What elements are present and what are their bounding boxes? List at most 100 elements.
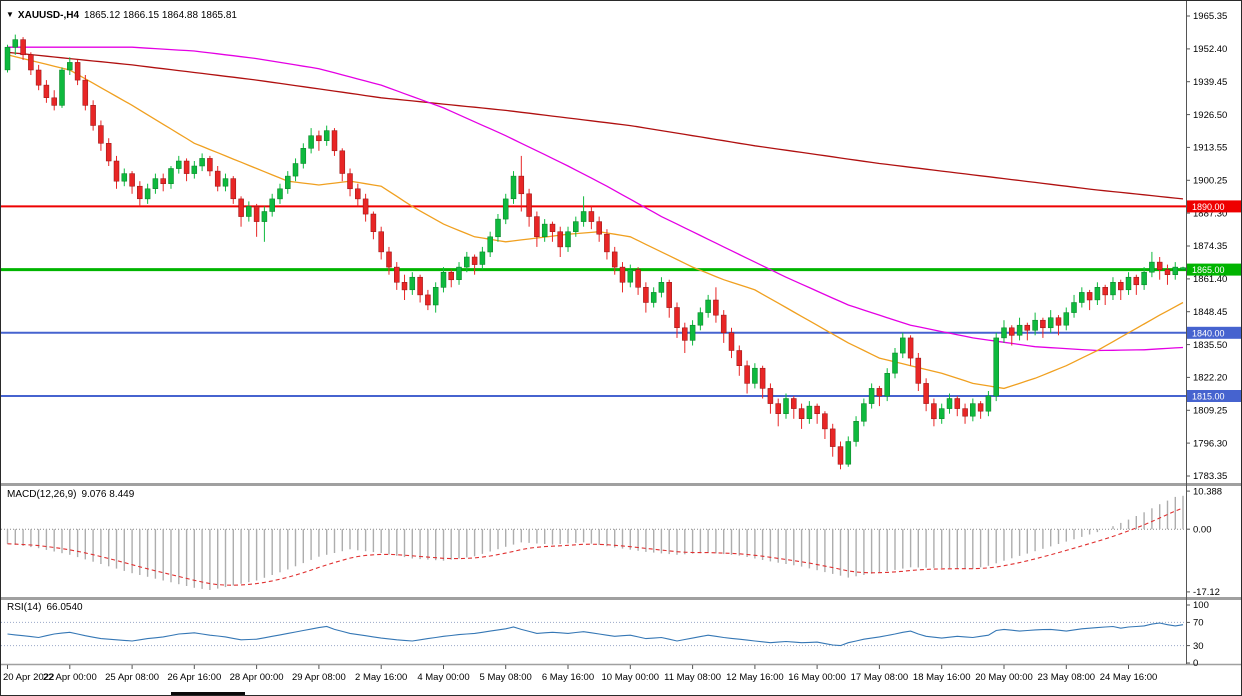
candle (1118, 279, 1124, 300)
macd-name: MACD(12,26,9) (7, 489, 77, 500)
candle (113, 155, 120, 189)
rsi-name: RSI(14) (7, 602, 42, 613)
candle (767, 383, 774, 414)
price-level-lines[interactable] (1, 205, 1186, 397)
candle (1164, 264, 1171, 285)
macd-signal-line (7, 507, 1184, 586)
panel-separators[interactable] (1, 483, 1242, 666)
time-axis-label: 4 May 00:00 (417, 672, 469, 683)
price-axis-label: 1809.25 (1193, 406, 1227, 417)
candle (90, 100, 96, 131)
moving-averages (7, 46, 1184, 390)
candle (931, 398, 937, 427)
candle (573, 216, 579, 237)
time-axis-label: 16 May 00:00 (788, 672, 846, 683)
candle (892, 348, 898, 379)
candle (495, 214, 501, 242)
candle (362, 193, 369, 222)
rsi-axis-label: 70 (1193, 618, 1204, 629)
price-axis-label: 1900.25 (1193, 176, 1227, 187)
ma-fast-orange (7, 54, 1184, 390)
candle (183, 158, 190, 182)
candle (1047, 310, 1054, 333)
candle (985, 391, 992, 417)
chart-marker-icon[interactable]: ▼ (6, 10, 14, 19)
candle (59, 67, 65, 108)
taskbar-fragment (171, 692, 245, 695)
price-axis-label: 1848.45 (1193, 307, 1227, 318)
time-axis-label: 26 Apr 16:00 (167, 672, 221, 683)
candle (868, 383, 875, 409)
candle (370, 211, 377, 240)
candle (666, 279, 672, 318)
time-axis-label: 23 May 08:00 (1038, 672, 1096, 683)
candle (1156, 257, 1163, 280)
candle (425, 289, 431, 311)
candle (331, 128, 338, 156)
candle (394, 262, 400, 290)
candle (176, 155, 182, 174)
candle (261, 206, 268, 242)
candle (308, 128, 314, 154)
candle (565, 226, 571, 252)
candle (386, 246, 392, 275)
time-axis-label: 5 May 08:00 (480, 672, 532, 683)
ma-medium-magenta (7, 46, 1184, 352)
level-badge (1187, 200, 1241, 213)
candle (277, 183, 283, 204)
price-axis-label: 1796.30 (1193, 438, 1227, 449)
rsi-panel[interactable] (1, 621, 1186, 647)
candle (1141, 267, 1147, 290)
candle (347, 168, 353, 197)
macd-axis-label: -17.12 (1193, 587, 1220, 598)
candle (285, 171, 291, 194)
level-badge-text: 1865.00 (1192, 265, 1225, 275)
level-badge-text: 1840.00 (1192, 328, 1225, 338)
time-axis-label: 10 May 00:00 (602, 672, 660, 683)
level-badges[interactable]: 1890.00 1865.00 1840.00 1815.00 (1187, 200, 1242, 402)
ohlc-values: 1865.12 1866.15 1864.88 1865.81 (84, 10, 237, 21)
candle (20, 37, 26, 60)
rsi-axis-label: 0 (1193, 658, 1198, 669)
candle (121, 168, 128, 187)
macd-panel[interactable] (1, 495, 1186, 590)
price-axis-label: 1783.35 (1193, 471, 1227, 482)
price-axis-label: 1939.45 (1193, 77, 1227, 88)
level-badge (1187, 263, 1241, 276)
candle (682, 322, 688, 353)
candle (791, 396, 797, 419)
candle (876, 385, 883, 407)
candle (884, 368, 890, 402)
candle (814, 403, 820, 424)
candle (541, 219, 548, 242)
candle (300, 143, 307, 169)
price-axis-label: 1913.55 (1193, 143, 1227, 154)
price-axis-label: 1835.50 (1193, 340, 1227, 351)
candle (705, 294, 711, 318)
candle (456, 262, 462, 285)
candle (752, 363, 758, 389)
time-axis-label: 12 May 16:00 (726, 672, 784, 683)
time-axis-label: 24 May 16:00 (1100, 672, 1158, 683)
candle (448, 269, 454, 288)
candle (798, 403, 805, 429)
candle (67, 57, 73, 75)
candle (1001, 320, 1007, 343)
candle (43, 80, 50, 103)
price-axis-label: 1861.40 (1193, 274, 1227, 285)
candle (596, 216, 602, 242)
candle (611, 246, 618, 275)
ma-slow-red (7, 51, 1184, 200)
time-axis-label: 11 May 08:00 (664, 672, 721, 683)
time-axis-label: 17 May 08:00 (851, 672, 909, 683)
candle (168, 166, 174, 189)
candle (549, 221, 556, 242)
rsi-line (7, 622, 1184, 647)
candle (510, 171, 517, 204)
candle (534, 211, 540, 247)
candle (588, 206, 595, 230)
price-axis[interactable]: 1965.35 1952.40 1939.45 1926.50 1913.55 1900.… (1186, 1, 1227, 669)
candle (479, 246, 486, 270)
